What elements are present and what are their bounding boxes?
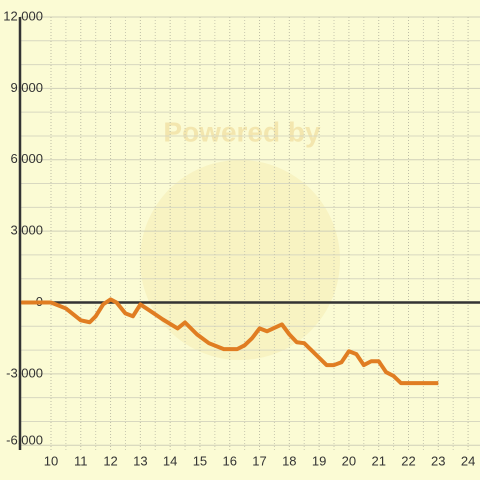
y-tick-label: -6,000	[6, 432, 43, 447]
x-tick-label: 21	[371, 453, 385, 468]
x-tick-label: 22	[401, 453, 415, 468]
x-tick-label: 20	[342, 453, 356, 468]
x-tick-label: 15	[193, 453, 207, 468]
x-tick-label: 18	[282, 453, 296, 468]
x-tick-label: 13	[133, 453, 147, 468]
x-tick-label: 17	[252, 453, 266, 468]
x-tick-label: 19	[312, 453, 326, 468]
y-tick-label: 6,000	[10, 151, 43, 166]
x-tick-label: 12	[103, 453, 117, 468]
x-tick-label: 23	[431, 453, 445, 468]
x-tick-label: 24	[461, 453, 475, 468]
x-tick-label: 16	[223, 453, 237, 468]
y-tick-label: -3,000	[6, 365, 43, 380]
data-line	[21, 297, 439, 386]
y-tick-label: 9,000	[10, 80, 43, 95]
x-tick-label: 10	[44, 453, 58, 468]
watermark-logo	[140, 160, 340, 360]
x-tick-label: 14	[163, 453, 177, 468]
y-tick-label: 12,000	[3, 8, 43, 23]
y-tick-label: 3,000	[10, 223, 43, 238]
x-tick-label: 11	[74, 453, 88, 468]
watermark: Powered by	[163, 116, 321, 147]
